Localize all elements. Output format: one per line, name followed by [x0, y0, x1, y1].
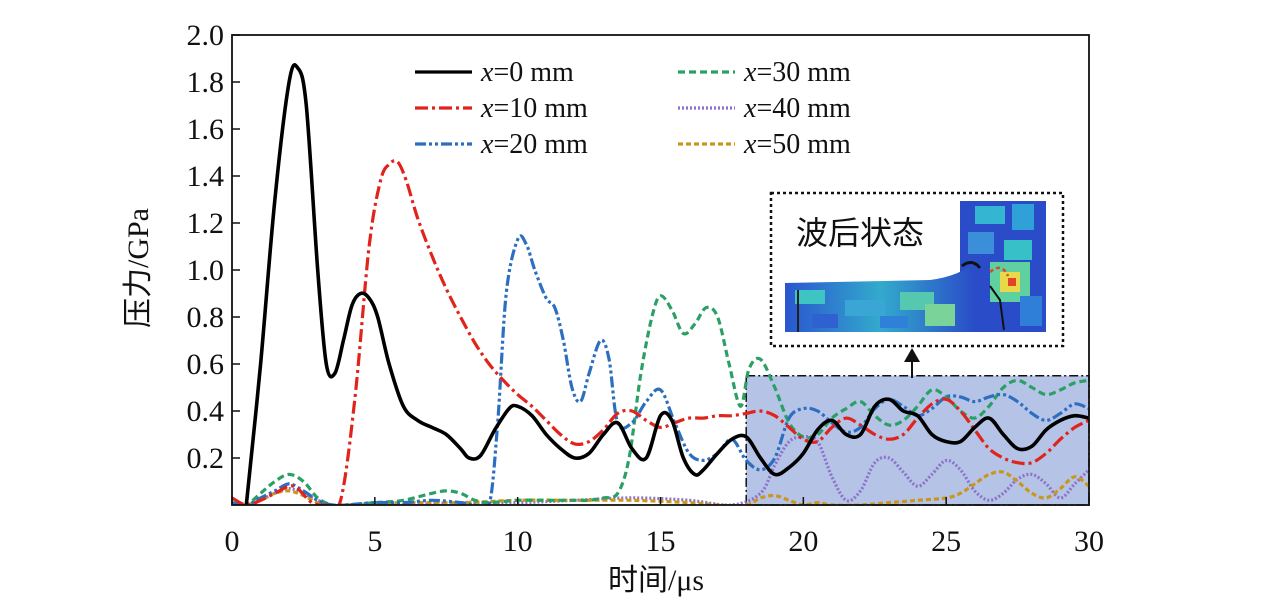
- legend-label-x-20mm: x=20 mm: [480, 129, 588, 160]
- x-tick-label: 0: [225, 525, 240, 558]
- highlight-region: [745, 375, 1090, 506]
- series-line-x-10mm: [232, 159, 1089, 505]
- y-tick-label: 1.8: [187, 66, 225, 99]
- y-axis-title: 压力/GPa: [122, 208, 155, 328]
- inset-figure: 波后状态: [769, 191, 1065, 348]
- series-line-x-30mm: [232, 294, 1089, 505]
- series-layer: [232, 63, 1089, 505]
- y-tick-label: 0.4: [187, 395, 225, 428]
- inset-arrow: [904, 348, 920, 378]
- x-tick-label: 25: [931, 525, 961, 558]
- legend-label-x-0mm: x=0 mm: [480, 57, 574, 88]
- inset-simulation-image: [785, 201, 1046, 332]
- legend: x=0 mm x=10 mm x=20 mm x=30 mm x=40 mm x=50 m…: [415, 57, 851, 160]
- y-tick-label: 0.2: [187, 442, 225, 475]
- y-tick-label: 0.8: [187, 301, 225, 334]
- legend-label-x-50mm: x=50 mm: [743, 129, 851, 160]
- x-tick-label: 20: [788, 525, 818, 558]
- legend-label-x-10mm: x=10 mm: [480, 93, 588, 124]
- legend-label-x-30mm: x=30 mm: [743, 57, 851, 88]
- series-line-x-50mm: [232, 470, 1089, 505]
- x-tick-label: 15: [646, 525, 676, 558]
- x-tick-label: 30: [1074, 525, 1104, 558]
- y-tick-label: 2.0: [187, 19, 225, 52]
- y-tick-label: 1.6: [187, 113, 225, 146]
- y-tick-label: 0.6: [187, 348, 225, 381]
- legend-label-x-40mm: x=40 mm: [743, 93, 851, 124]
- x-axis-title: 时间/μs: [608, 564, 704, 597]
- y-tick-label: 1.4: [187, 160, 225, 193]
- inset-label: 波后状态: [796, 214, 924, 252]
- x-tick-label: 5: [367, 525, 382, 558]
- y-tick-label: 1.2: [187, 207, 225, 240]
- y-axis: 0.2 0.4 0.6 0.8 1.0 1.2 1.4 1.6 1.8 2.0: [187, 19, 240, 475]
- y-tick-label: 1.0: [187, 254, 225, 287]
- x-axis: 0 5 10 15 20 25 30: [225, 497, 1104, 558]
- series-line-x-0mm: [244, 63, 1089, 505]
- x-tick-label: 10: [503, 525, 533, 558]
